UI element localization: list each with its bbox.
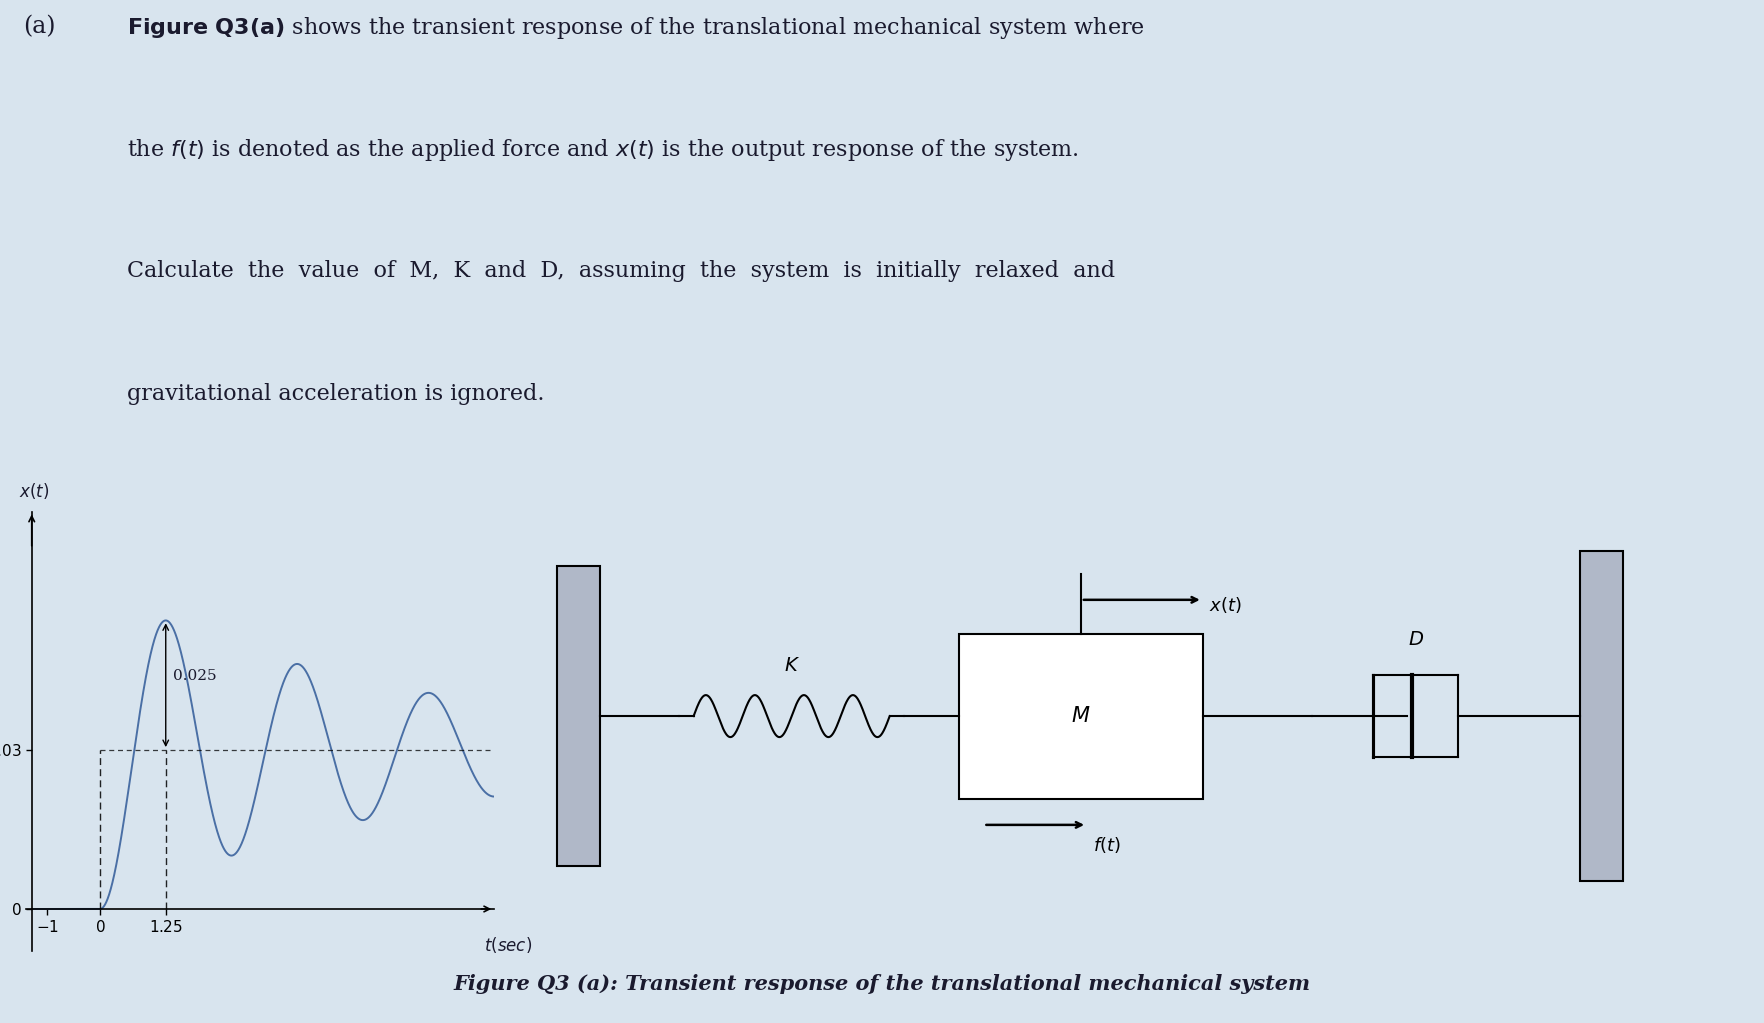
Text: $D$: $D$ (1408, 631, 1424, 649)
Text: gravitational acceleration is ignored.: gravitational acceleration is ignored. (127, 383, 545, 405)
Text: Calculate  the  value  of  M,  K  and  D,  assuming  the  system  is  initially : Calculate the value of M, K and D, assum… (127, 260, 1115, 282)
Text: $x(t)$: $x(t)$ (1208, 595, 1240, 615)
Bar (958, 633, 1201, 799)
Text: $x(t)$: $x(t)$ (19, 481, 49, 501)
Text: $\mathbf{Figure\ Q3(a)}$ shows the transient response of the translational mecha: $\mathbf{Figure\ Q3(a)}$ shows the trans… (127, 14, 1145, 41)
Text: $M$: $M$ (1071, 706, 1090, 726)
Text: $f(t)$: $f(t)$ (1092, 835, 1120, 855)
Bar (557, 566, 600, 866)
Text: 0.025: 0.025 (173, 669, 215, 683)
Text: (a): (a) (23, 14, 55, 38)
Text: Figure Q3 (a): Transient response of the translational mechanical system: Figure Q3 (a): Transient response of the… (453, 974, 1311, 993)
Text: $t(sec)$: $t(sec)$ (483, 935, 531, 955)
Bar (1579, 551, 1621, 881)
Text: $K$: $K$ (783, 657, 799, 675)
Text: the $f(t)$ is denoted as the applied force and $x(t)$ is the output response of : the $f(t)$ is denoted as the applied for… (127, 137, 1078, 164)
